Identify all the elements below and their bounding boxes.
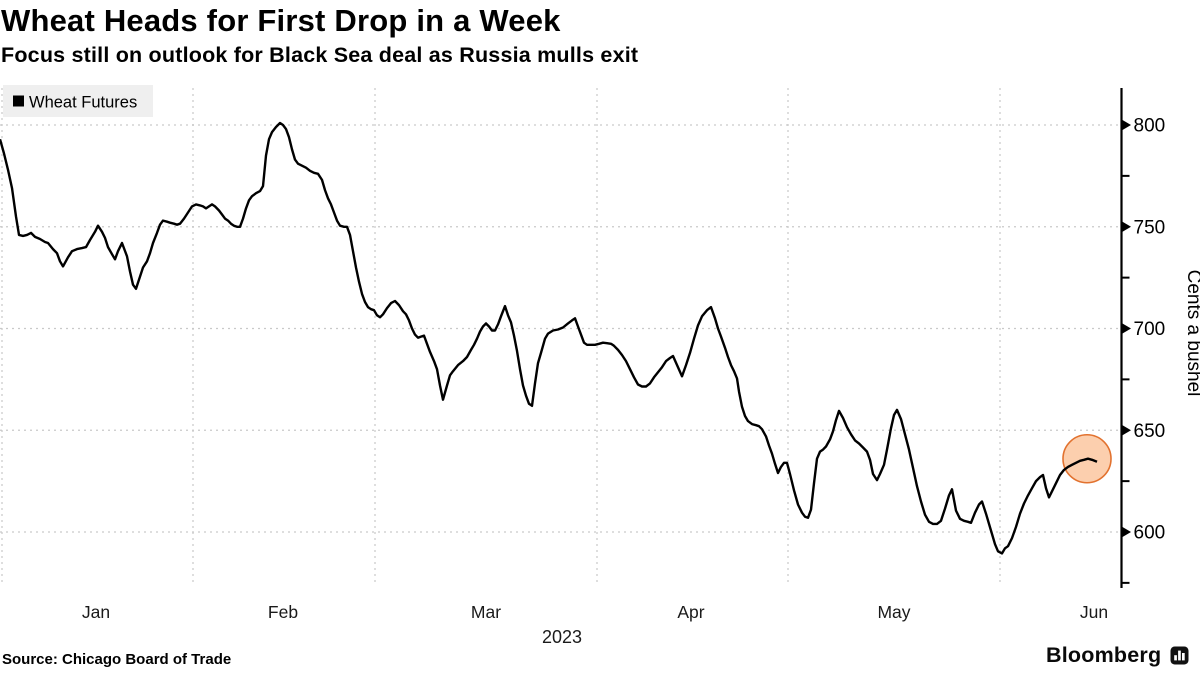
horizontal-gridlines (0, 124, 1122, 533)
major-tick-arrow (1122, 425, 1131, 436)
legend-swatch (13, 95, 24, 107)
legend-background (3, 85, 153, 117)
major-tick-arrow (1122, 120, 1131, 130)
y-tick-label: 700 (1134, 319, 1166, 340)
bloomberg-wordmark: Bloomberg (1046, 643, 1162, 667)
y-axis-title: Cents a bushel (1183, 270, 1200, 397)
month-label: Mar (471, 602, 501, 622)
month-label: Apr (677, 602, 704, 622)
month-label: Jun (1080, 602, 1108, 622)
month-label: May (877, 602, 910, 622)
legend: Wheat Futures (3, 85, 153, 117)
y-axis-major-ticks: 600 650 700 750 800 (1122, 116, 1166, 544)
major-tick-arrow (1122, 221, 1131, 232)
month-label: Jan (82, 602, 110, 622)
y-tick-label: 750 (1134, 217, 1166, 238)
x-axis-labels: Jan Feb Mar Apr May Jun (82, 602, 1108, 622)
y-tick-label: 650 (1134, 421, 1166, 442)
y-tick-label: 800 (1134, 116, 1166, 137)
page-title: Wheat Heads for First Drop in a Week (1, 3, 561, 38)
page-subtitle: Focus still on outlook for Black Sea dea… (1, 43, 639, 67)
year-label: 2023 (542, 627, 582, 647)
vertical-gridlines (1, 88, 1001, 585)
source-note: Source: Chicago Board of Trade (2, 651, 232, 668)
major-tick-arrow (1122, 527, 1131, 537)
legend-label: Wheat Futures (29, 94, 137, 112)
bloomberg-brand: Bloomberg (1046, 643, 1189, 668)
major-tick-arrow (1122, 323, 1131, 334)
bloomberg-terminal-icon (1170, 646, 1189, 665)
y-axis-minor-ticks (1121, 174, 1130, 584)
month-label: Feb (268, 602, 298, 622)
wheat-futures-line (0, 121, 1098, 555)
y-tick-label: 600 (1134, 523, 1166, 544)
